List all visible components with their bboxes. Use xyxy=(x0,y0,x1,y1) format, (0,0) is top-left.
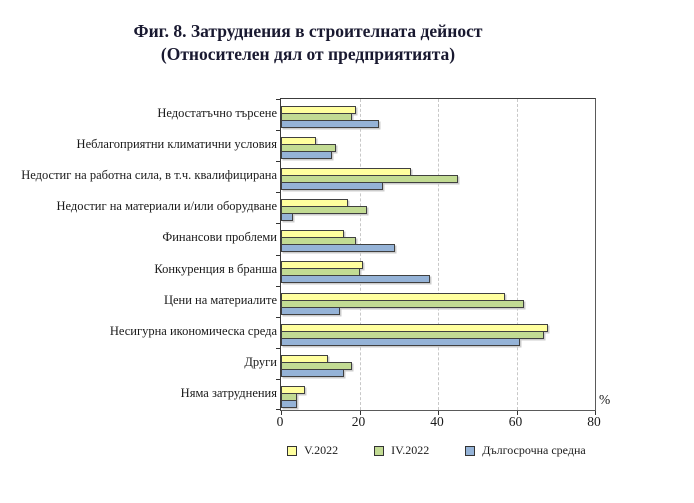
category-labels: Недостатъчно търсене Неблагоприятни клима… xyxy=(0,98,277,409)
y-axis-tick xyxy=(276,254,280,256)
bar-- xyxy=(281,213,293,222)
bar-group xyxy=(281,348,595,379)
category-label: Недостатъчно търсене xyxy=(157,106,277,121)
category-label: Недостиг на материали и/или оборудване xyxy=(56,199,277,214)
legend-swatch-icon xyxy=(287,445,297,456)
y-axis-tick xyxy=(276,378,280,380)
bar-group xyxy=(281,223,595,254)
x-axis-tick xyxy=(359,411,361,415)
bar-group xyxy=(281,379,595,410)
gridline xyxy=(438,99,439,410)
bar-- xyxy=(281,120,380,128)
category-label: Недостиг на работна сила, в т.ч. квалифи… xyxy=(21,168,277,183)
legend-label: V.2022 xyxy=(304,443,339,457)
plot-rows xyxy=(281,99,595,410)
category-label: Конкуренция в бранша xyxy=(154,261,277,276)
bar-- xyxy=(281,337,521,346)
y-axis-tick xyxy=(276,316,280,318)
legend-item: V.2022 xyxy=(287,443,338,458)
legend-label: Дългосрочна средна xyxy=(482,443,586,457)
x-tick-label: 80 xyxy=(587,414,601,429)
legend-swatch-icon xyxy=(465,445,476,456)
bar-- xyxy=(281,244,395,253)
legend-item: IV.2022 xyxy=(374,443,429,458)
x-axis-tick xyxy=(595,411,596,415)
bar-group xyxy=(281,161,595,192)
category-label: Няма затруднения xyxy=(180,385,277,400)
bar-group xyxy=(281,254,595,285)
bar-iv-2022 xyxy=(281,206,368,215)
x-axis-tick xyxy=(438,411,439,415)
bar-- xyxy=(281,182,384,191)
x-axis-labels: 0 20 40 60 80 xyxy=(276,414,601,432)
bar-group xyxy=(281,99,595,130)
legend-label: IV.2022 xyxy=(391,443,430,457)
x-tick-label: 0 xyxy=(276,414,284,429)
bar-group xyxy=(281,317,595,348)
bar-- xyxy=(281,306,340,315)
y-axis-tick xyxy=(276,285,280,287)
y-axis-tick xyxy=(276,99,280,100)
chart-title-line2: (Относителен дял от предприятията) xyxy=(160,44,456,64)
bar-- xyxy=(281,275,431,284)
y-axis-tick xyxy=(276,130,280,132)
bar-- xyxy=(281,151,333,160)
x-tick-label: 20 xyxy=(351,414,366,429)
bar-- xyxy=(281,399,297,408)
legend: V.2022 IV.2022 Дългосрочна средна xyxy=(287,443,586,458)
bar-group xyxy=(281,130,595,161)
x-tick-label: 40 xyxy=(430,414,444,429)
y-axis-tick xyxy=(276,223,280,225)
y-axis-tick xyxy=(276,347,280,349)
plot-area xyxy=(276,98,596,415)
bar-group xyxy=(281,286,595,317)
x-tick-label: 60 xyxy=(508,414,523,429)
chart-title: Фиг. 8. Затруднения в строителната дейно… xyxy=(0,20,616,66)
category-label: Други xyxy=(244,354,277,369)
x-axis-tick xyxy=(516,411,518,415)
category-label: Цени на материалите xyxy=(163,292,277,307)
legend-swatch-icon xyxy=(374,445,385,456)
y-axis-tick xyxy=(276,192,280,194)
bar-- xyxy=(281,368,344,377)
axis-unit-label: % xyxy=(599,392,611,407)
legend-item: Дългосрочна средна xyxy=(465,443,586,458)
gridline xyxy=(359,99,361,410)
bar-iv-2022 xyxy=(281,299,525,308)
y-axis-tick xyxy=(276,161,280,163)
x-axis-tick xyxy=(281,411,282,415)
category-label: Несигурна икономическа среда xyxy=(109,323,277,338)
chart-title-line1: Фиг. 8. Затруднения в строителната дейно… xyxy=(133,21,483,41)
y-axis-tick xyxy=(276,409,280,410)
category-label: Финансови проблеми xyxy=(162,230,277,245)
category-label: Неблагоприятни климатични условия xyxy=(76,137,277,152)
bar-group xyxy=(281,192,595,223)
gridline xyxy=(516,99,518,410)
